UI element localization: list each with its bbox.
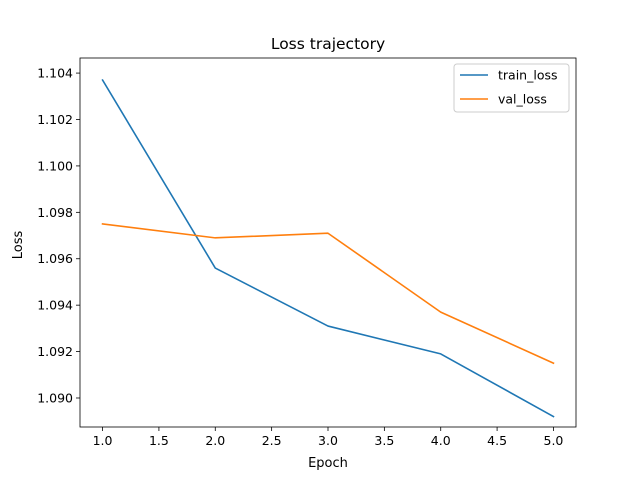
x-tick-label: 4.5 <box>487 433 507 448</box>
y-tick-label: 1.094 <box>37 298 73 313</box>
y-axis-label: Loss <box>11 231 26 260</box>
plot-area: 1.0 1.5 2.0 2.5 3.0 3.5 4.0 4.5 5.0 1.090 1.092 1.0… <box>37 57 577 448</box>
y-tick-label: 1.102 <box>37 112 73 127</box>
legend-label-val_loss: val_loss <box>498 92 547 107</box>
legend: train_loss val_loss <box>453 63 570 113</box>
y-tick-label: 1.096 <box>37 251 73 266</box>
legend-box <box>453 63 570 113</box>
y-tick-label: 1.100 <box>37 158 73 173</box>
x-tick-label: 1.5 <box>149 433 169 448</box>
x-tick-label: 2.0 <box>205 433 225 448</box>
x-tick-label: 1.0 <box>93 433 113 448</box>
y-tick-label: 1.098 <box>37 205 73 220</box>
chart-title: Loss trajectory <box>271 35 385 53</box>
legend-label-train_loss: train_loss <box>498 68 558 83</box>
y-tick-label: 1.092 <box>37 344 73 359</box>
series-line-val_loss <box>101 223 555 365</box>
y-tick-label: 1.104 <box>37 66 73 81</box>
x-axis-label: Epoch <box>308 456 348 471</box>
y-tick-label: 1.090 <box>37 390 73 405</box>
x-tick-label: 2.5 <box>262 433 282 448</box>
series-line-train_loss <box>101 78 555 418</box>
x-tick-label: 5.0 <box>544 433 564 448</box>
x-tick-label: 4.0 <box>431 433 451 448</box>
x-tick-label: 3.0 <box>318 433 338 448</box>
x-tick-label: 3.5 <box>374 433 394 448</box>
